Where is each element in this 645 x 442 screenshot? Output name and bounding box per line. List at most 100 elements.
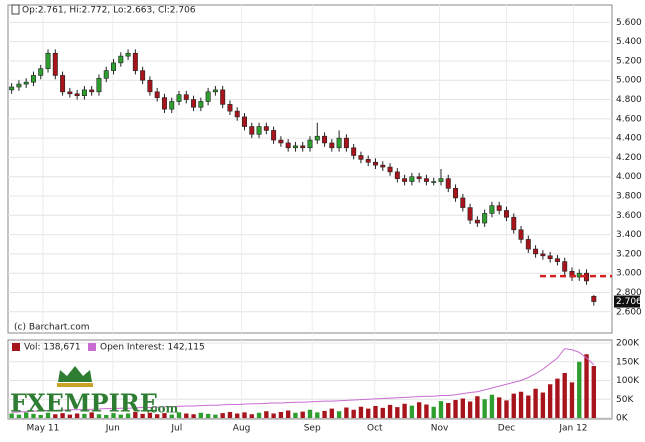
volume-bar — [584, 354, 589, 418]
volume-bar — [453, 400, 458, 418]
logo: FXEMPIRE .com — [10, 366, 178, 418]
candle-body — [198, 101, 204, 108]
candle-body — [460, 197, 466, 208]
volume-bar — [518, 391, 524, 418]
volume-bar — [351, 409, 356, 418]
x-tick-label: Jun — [105, 424, 120, 434]
volume-tick-label: 100K — [616, 376, 640, 386]
volume-bar — [24, 412, 29, 418]
volume-bar — [300, 411, 305, 418]
volume-bar — [38, 415, 43, 418]
volume-bar — [191, 414, 196, 418]
volume-bar — [74, 413, 80, 418]
candle-body — [16, 83, 22, 88]
y-tick-label: 2.600 — [616, 307, 642, 317]
ohlc-header: Op:2.761, Hi:2.772, Lo:2.663, Cl:2.706 — [22, 6, 196, 16]
candle-body — [132, 52, 138, 71]
y-tick-label: 4.400 — [616, 134, 642, 144]
y-tick-label: 3.400 — [616, 230, 642, 240]
marks — [9, 49, 612, 418]
candle-body — [474, 219, 480, 224]
candle-body — [343, 137, 349, 149]
volume-bar — [526, 395, 531, 418]
candle-body — [533, 248, 539, 255]
volume-bar — [482, 399, 487, 418]
volume-bar — [278, 412, 284, 418]
candle-body — [125, 52, 131, 57]
volume-bar — [271, 413, 276, 418]
candle-body — [45, 52, 51, 69]
volume-bar — [89, 412, 94, 418]
volume-bar — [402, 403, 407, 418]
candle-body — [183, 94, 189, 100]
volume-tick-label: 50K — [616, 395, 634, 405]
candle-body — [511, 216, 517, 231]
volume-bar — [67, 414, 73, 418]
x-tick-label: Jan 12 — [558, 424, 587, 434]
volume-bar — [198, 412, 204, 418]
volume-bar — [205, 413, 211, 418]
volume-bar — [96, 414, 102, 418]
candle-body — [176, 94, 182, 102]
volume-bar — [555, 378, 560, 418]
vol-legend-swatch — [12, 343, 20, 351]
candle-body — [271, 130, 277, 141]
candle-body — [409, 176, 415, 182]
volume-bar — [82, 413, 87, 418]
last-price-box — [614, 295, 640, 308]
candle-body — [358, 155, 364, 160]
header-icon — [11, 4, 20, 15]
candle-body — [373, 161, 378, 166]
open-interest-line — [11, 348, 595, 413]
volume-bar — [387, 404, 393, 418]
candle-body — [23, 81, 29, 85]
candle-body — [220, 89, 226, 105]
volume-bar — [562, 373, 567, 418]
volume-bar — [249, 414, 254, 418]
candle-body — [489, 205, 495, 214]
y-tick-label: 5.200 — [616, 56, 642, 66]
volume-bar — [329, 408, 335, 418]
candle-body — [67, 91, 73, 95]
candle-body — [205, 91, 211, 102]
candle-body — [74, 93, 80, 96]
y-tick-label: 2.800 — [616, 288, 642, 298]
candle-body — [9, 86, 15, 91]
logo-crown — [58, 366, 92, 382]
candle-body — [322, 135, 328, 144]
volume-bar — [533, 388, 538, 418]
volume-bar — [511, 393, 516, 418]
y-tick-label: 3.000 — [616, 269, 642, 279]
volume-bar — [176, 412, 182, 418]
candle-body — [554, 258, 560, 262]
x-tick-label: Nov — [431, 424, 449, 434]
candle-body — [81, 89, 87, 96]
volume-bar — [264, 411, 269, 418]
y-tick-label: 4.600 — [616, 114, 642, 124]
volume-bar — [416, 402, 422, 418]
candle-body — [292, 145, 298, 149]
logo-text: FXEMPIRE — [10, 389, 158, 418]
volume-bar — [577, 361, 582, 418]
candle-body — [154, 91, 160, 98]
candle-body — [89, 89, 95, 93]
candle-body — [402, 178, 408, 182]
candle-body — [591, 295, 597, 302]
volume-tick-label: 150K — [616, 357, 640, 367]
volume-bar — [53, 414, 58, 418]
volume-bar — [9, 413, 14, 418]
candle-body — [212, 89, 218, 93]
x-tick-label: Jul — [170, 424, 182, 434]
candle-body — [191, 99, 197, 108]
candle-body — [38, 68, 44, 76]
volume-bar — [118, 414, 123, 418]
volume-bar — [16, 414, 22, 418]
volume-bar — [227, 412, 233, 418]
candle-body — [249, 126, 255, 135]
volume-bar — [133, 412, 138, 418]
last-price-label: 2.706 — [616, 297, 642, 307]
x-tick-label: Aug — [233, 424, 251, 434]
volume-bar — [438, 401, 444, 418]
volume-bar — [285, 410, 291, 418]
